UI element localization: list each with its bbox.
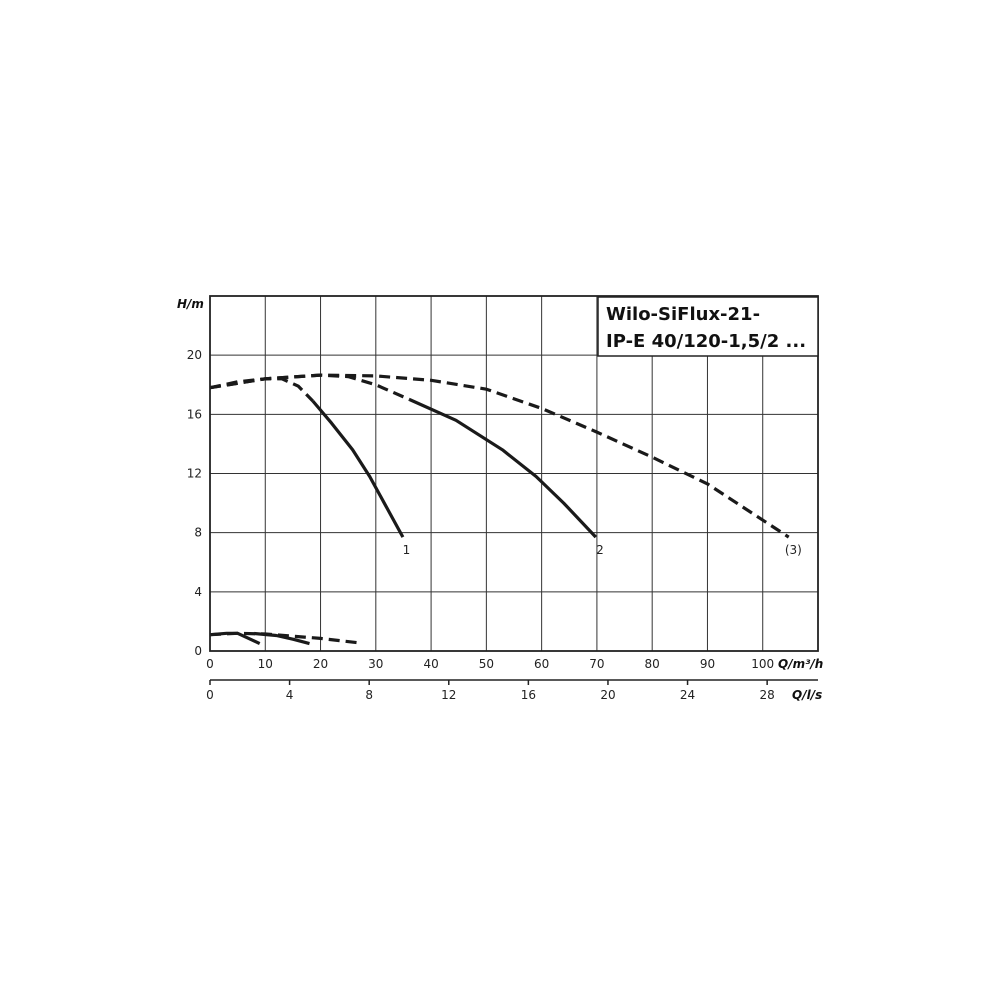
x2-tick-label: 8 <box>365 688 373 702</box>
x-tick-label: 100 <box>751 657 774 671</box>
x-axis-label: Q/m³/h <box>778 657 823 671</box>
x2-tick-label: 28 <box>760 688 775 702</box>
plot-frame <box>209 295 819 652</box>
axes <box>209 295 819 685</box>
x-tick-label: 50 <box>479 657 494 671</box>
x-tick-label: 0 <box>206 657 214 671</box>
curve-label: (3) <box>785 543 802 557</box>
grid <box>210 296 818 651</box>
x-tick-label: 20 <box>313 657 328 671</box>
x-tick-label: 90 <box>700 657 715 671</box>
y-tick-label: 8 <box>194 526 202 540</box>
y-tick-label: 4 <box>194 585 202 599</box>
curve-low-solid <box>254 631 310 646</box>
curve-1-dashed <box>209 377 314 403</box>
curve-label: 2 <box>596 543 604 557</box>
x2-axis-label: Q/l/s <box>792 688 822 702</box>
x2-tick-label: 24 <box>680 688 695 702</box>
x-tick-label: 70 <box>589 657 604 671</box>
x2-tick-label: 12 <box>441 688 456 702</box>
y-tick-label: 0 <box>194 644 202 658</box>
curves <box>209 373 790 646</box>
y-axis-label: H/m <box>177 297 204 311</box>
x2-tick-label: 4 <box>286 688 294 702</box>
curve-1-solid <box>311 399 405 538</box>
title-box: Wilo-SiFlux-21- IP-E 40/120-1,5/2 ... <box>597 296 819 357</box>
curve-2-solid <box>408 398 597 539</box>
curve-low-solid <box>209 631 261 646</box>
x2-tick-label: 16 <box>521 688 536 702</box>
x-tick-label: 60 <box>534 657 549 671</box>
y-tick-label: 20 <box>187 348 202 362</box>
title-line-2: IP-E 40/120-1,5/2 ... <box>606 331 806 352</box>
x2-tick-label: 0 <box>206 688 214 702</box>
x2-tick-label: 20 <box>600 688 615 702</box>
x-tick-label: 30 <box>368 657 383 671</box>
x-tick-label: 80 <box>645 657 660 671</box>
y-tick-label: 16 <box>187 407 202 421</box>
title-line-1: Wilo-SiFlux-21- <box>606 304 760 325</box>
x-tick-label: 10 <box>258 657 273 671</box>
x-tick-label: 40 <box>423 657 438 671</box>
curve-label: 1 <box>403 543 411 557</box>
curve-(3)-dashed <box>209 373 790 539</box>
y-tick-label: 12 <box>187 467 202 481</box>
